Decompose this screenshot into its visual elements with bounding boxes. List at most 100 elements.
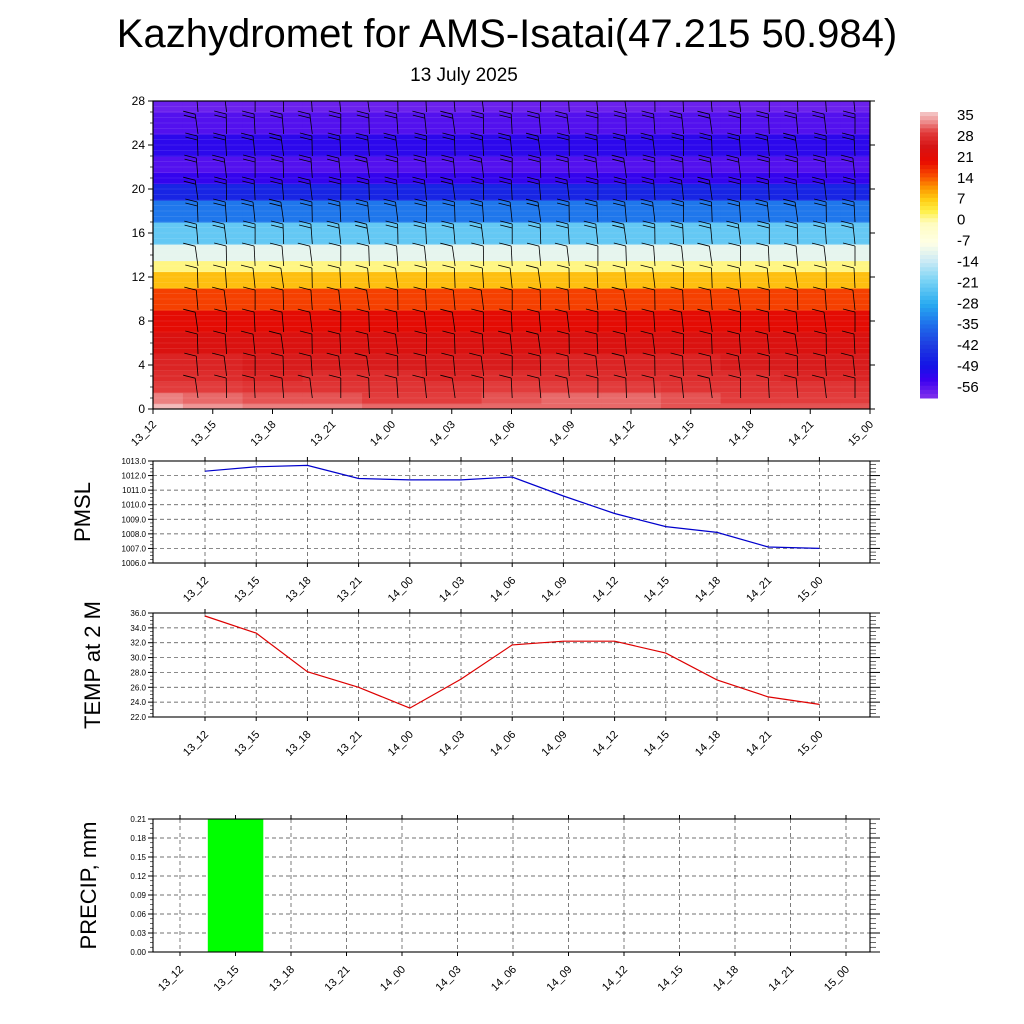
wind-barb-flag — [640, 132, 653, 137]
wind-barb-flag — [526, 176, 540, 181]
heatmap-cell — [302, 332, 363, 355]
wind-barb-staff — [366, 290, 370, 311]
wind-barb-staff — [681, 312, 684, 333]
heatmap-cell — [182, 381, 244, 394]
y-tick-label: 0.12 — [130, 872, 146, 881]
wind-barb-flag — [356, 308, 369, 313]
wind-barb-flag — [757, 352, 770, 357]
colorbar-swatch — [920, 152, 938, 158]
wind-barb-flag — [584, 132, 597, 137]
colorbar-swatch — [920, 238, 938, 244]
wind-barb-staff — [395, 202, 399, 223]
wind-barb-flag — [498, 132, 511, 137]
wind-barb-staff — [452, 158, 456, 179]
heatmap-cell — [153, 183, 184, 201]
wind-barb-flag — [727, 202, 740, 207]
wind-barb-flag — [814, 330, 827, 335]
wind-barb-staff — [653, 311, 656, 333]
wind-barb-staff — [653, 245, 656, 267]
wind-barb-flag — [299, 93, 311, 96]
heatmap-cell — [153, 354, 184, 372]
wind-barb-staff — [624, 136, 627, 157]
y-tick-label: 16 — [132, 226, 146, 240]
y-tick-label: 28.0 — [130, 668, 146, 677]
heatmap-cell — [362, 112, 423, 135]
wind-barb-flag — [442, 202, 455, 207]
wind-barb-flag — [611, 352, 624, 357]
wind-barb-flag — [755, 202, 768, 207]
wind-barb-flag — [298, 114, 311, 119]
series-line — [204, 615, 820, 709]
wind-barb-flag — [813, 224, 826, 229]
wind-barb-flag — [269, 202, 282, 207]
y-tick-label: 30.0 — [130, 654, 146, 663]
heatmap-cell — [840, 332, 870, 355]
heatmap-cell — [481, 370, 542, 383]
wind-barb-staff — [195, 290, 199, 311]
wind-barb-flag — [842, 180, 856, 185]
wind-barb-flag — [640, 330, 653, 335]
wind-barb-flag — [328, 308, 341, 313]
wind-barb-flag — [641, 180, 654, 185]
heatmap-cell — [182, 172, 244, 185]
wind-barb-staff — [396, 113, 399, 135]
wind-barb-flag — [269, 110, 283, 115]
x-tick-label: 15_00 — [795, 729, 825, 759]
wind-barb-flag — [842, 136, 855, 141]
heatmap-cell — [362, 200, 423, 223]
wind-barb-staff — [595, 158, 599, 179]
wind-barb-staff — [424, 246, 427, 267]
heatmap-cell — [242, 310, 303, 333]
heatmap-cell — [362, 222, 423, 245]
heatmap-cell — [182, 112, 244, 135]
heatmap-cell — [362, 101, 423, 113]
wind-barb-flag — [841, 224, 854, 229]
wind-barb-flag — [270, 114, 283, 119]
heatmap-cell — [601, 260, 662, 273]
heatmap-cell — [720, 271, 781, 289]
wind-barb-flag — [500, 93, 512, 96]
colorbar-swatch — [920, 353, 938, 358]
wind-barb-flag — [383, 330, 396, 335]
wind-barb-flag — [840, 154, 853, 159]
colorbar-swatch — [920, 381, 938, 387]
wind-barb-flag — [583, 286, 596, 291]
wind-barb-staff — [368, 245, 370, 267]
wind-barb-flag — [499, 110, 512, 115]
y-tick-label: 0 — [138, 402, 145, 416]
y-tick-label: 22.0 — [130, 713, 146, 722]
wind-barb-flag — [785, 224, 798, 229]
wind-barb-flag — [242, 374, 255, 379]
wind-barb-flag — [355, 198, 368, 203]
heatmap-cell — [601, 101, 662, 113]
wind-barb-flag — [270, 220, 284, 225]
heatmap-cell — [780, 403, 841, 409]
x-tick-label: 14_00 — [378, 964, 408, 994]
heatmap-cell — [182, 183, 244, 201]
wind-barb-staff — [853, 267, 856, 289]
x-tick-label: 13_18 — [267, 964, 297, 994]
wind-barb-staff — [625, 377, 627, 399]
wind-barb-staff — [596, 267, 599, 289]
wind-barb-flag — [183, 180, 196, 185]
wind-barb-flag — [556, 158, 569, 163]
wind-barb-flag — [555, 286, 569, 291]
colorbar-swatch — [920, 136, 938, 142]
x-tick-label: 13_18 — [283, 729, 313, 759]
wind-barb-flag — [413, 158, 426, 163]
heatmap-cell — [840, 271, 870, 289]
wind-barb-flag — [584, 224, 597, 229]
wind-barb-staff — [539, 355, 542, 377]
heatmap-cell — [541, 403, 602, 409]
wind-barb-staff — [795, 312, 799, 333]
wind-barb-staff — [280, 334, 285, 355]
wind-barb-flag — [699, 93, 711, 96]
wind-barb-flag — [840, 286, 853, 291]
wind-barb-flag — [328, 180, 341, 185]
wind-barb-staff — [853, 333, 856, 355]
wind-barb-flag — [242, 176, 255, 181]
wind-barb-flag — [757, 286, 770, 291]
wind-barb-flag — [783, 202, 796, 207]
colorbar-swatch — [920, 263, 938, 268]
heatmap-cell — [541, 288, 602, 311]
